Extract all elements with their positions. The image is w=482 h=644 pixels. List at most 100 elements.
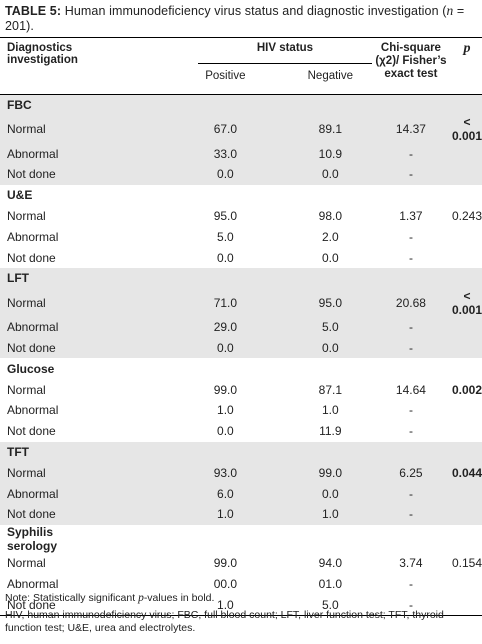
positive-value: 29.0 xyxy=(96,316,251,338)
table-row: Not done 0.0 0.0- xyxy=(0,164,482,185)
positive-value: 0.0 xyxy=(96,164,251,185)
chi-square-value: - xyxy=(369,504,452,525)
table-row: Abnormal 29.0 5.0- xyxy=(0,316,482,338)
caption-label: TABLE 5: xyxy=(5,4,62,18)
positive-value: 1.0 xyxy=(217,403,234,418)
row-label: Not done xyxy=(7,597,56,612)
chi-square-value: - xyxy=(369,337,452,359)
row-label: Normal xyxy=(7,382,46,397)
negative-value: 95.0 xyxy=(250,288,370,317)
section-header-row: TFT xyxy=(0,441,482,463)
empty-cell xyxy=(250,268,370,289)
p-value xyxy=(451,483,482,505)
negative-value: 01.0 xyxy=(318,577,342,592)
chi-square-value: - xyxy=(408,403,413,418)
positive-value: 33.0 xyxy=(96,143,251,165)
table-body: FBC Normal 67.0 89.1 14.37 < 0.001 Abnormal 33.… xyxy=(0,94,482,617)
note-text-b: -values in bold. xyxy=(143,592,215,604)
row-label: Abnormal xyxy=(0,483,97,505)
empty-cell xyxy=(96,185,251,206)
negative-value: 0.0 xyxy=(250,483,370,505)
note-significance: Note: Statistically significant p-values… xyxy=(5,592,479,606)
table-row: Abnormal 5.0 2.0 - xyxy=(0,226,482,247)
chi-square-value: - xyxy=(369,143,452,165)
chi-square-value: - xyxy=(408,597,413,612)
header-chi-square: Chi-square (χ2)/ Fisher’s exact test xyxy=(369,37,452,94)
chi-square-value: - xyxy=(369,483,452,505)
section-title: FBC xyxy=(0,94,97,116)
chi-square-value: - xyxy=(408,250,413,265)
section-title: Glucose xyxy=(7,361,55,376)
positive-value: 0.0 xyxy=(217,424,234,439)
section-title: U&E xyxy=(7,188,33,203)
empty-cell xyxy=(452,185,482,206)
p-value xyxy=(451,164,482,185)
section-header-row: U&E xyxy=(0,185,482,206)
table-caption: TABLE 5: Human immunodeficiency virus st… xyxy=(5,3,479,34)
chi-square-value: - xyxy=(408,424,413,439)
table-row: Not done 0.0 0.0- xyxy=(0,337,482,359)
table-row: Abnormal 00.0 01.0 - xyxy=(0,574,482,595)
p-value: 0.044 xyxy=(451,462,482,484)
negative-value: 94.0 xyxy=(318,556,342,571)
section-header-row: Syphilis serology xyxy=(0,525,482,553)
positive-value: 93.0 xyxy=(96,462,251,484)
row-label: Abnormal xyxy=(0,143,97,165)
positive-value: 1.0 xyxy=(217,597,234,612)
row-label: Not done xyxy=(7,424,56,439)
p-value: 0.002 xyxy=(451,382,482,397)
row-label: Abnormal xyxy=(0,316,97,338)
row-label: Abnormal xyxy=(7,229,59,244)
row-label: Normal xyxy=(0,288,97,317)
section-title: TFT xyxy=(0,441,97,463)
row-label: Normal xyxy=(0,115,97,144)
section-header-row: LFT xyxy=(0,268,482,289)
table-row: Normal 93.0 99.0 6.25 0.044 xyxy=(0,462,482,484)
table-row: Not done 1.0 5.0 - xyxy=(0,594,482,615)
p-value xyxy=(451,337,482,359)
negative-value: 0.0 xyxy=(250,337,370,359)
chi-square-value: - xyxy=(408,229,413,244)
table-notes: Note: Statistically significant p-values… xyxy=(5,592,479,636)
empty-cell xyxy=(370,358,452,379)
chi-square-value: 20.68 xyxy=(369,288,452,317)
positive-value: 5.0 xyxy=(217,229,234,244)
row-label: Normal xyxy=(7,556,46,571)
positive-value: 6.0 xyxy=(96,483,251,505)
row-label: Normal xyxy=(0,462,97,484)
empty-cell xyxy=(451,268,482,289)
empty-cell xyxy=(369,441,452,463)
section-header-row: Glucose xyxy=(0,358,482,379)
empty-cell xyxy=(96,268,251,289)
positive-value: 95.0 xyxy=(213,209,238,224)
p-value xyxy=(452,421,482,442)
row-label: Not done xyxy=(7,250,56,265)
empty-cell xyxy=(96,441,251,463)
p-value xyxy=(451,316,482,338)
positive-value: 0.0 xyxy=(217,250,234,265)
header-hiv-status: HIV status xyxy=(96,37,372,64)
positive-value: 71.0 xyxy=(96,288,251,317)
negative-value: 89.1 xyxy=(250,115,370,144)
results-table: Diagnostics investigation HIV status Chi… xyxy=(0,37,482,617)
empty-cell xyxy=(96,358,251,379)
note-abbreviations: HIV, human immunodeficiency virus; FBC, … xyxy=(5,608,444,635)
chi-square-value: 14.64 xyxy=(395,382,426,397)
chi-square-value: 3.74 xyxy=(399,556,423,571)
chi-square-value: - xyxy=(408,577,413,592)
p-value xyxy=(452,247,482,268)
negative-value: 87.1 xyxy=(318,382,342,397)
table-row: Normal 99.0 94.0 3.74 0.154 xyxy=(0,553,482,574)
section-header-row: FBC xyxy=(0,94,482,116)
empty-cell xyxy=(452,525,482,553)
header-negative: Negative xyxy=(307,70,354,82)
p-value: < 0.001 xyxy=(451,115,482,144)
negative-value: 0.0 xyxy=(321,250,339,265)
empty-cell xyxy=(451,441,482,463)
section-title: Syphilis serology xyxy=(7,524,58,553)
table-row: Normal 71.0 95.0 20.68 < 0.001 xyxy=(0,288,482,317)
header-p-text: p xyxy=(463,41,471,56)
negative-value: 98.0 xyxy=(318,209,342,224)
caption-n-rest: = 201). xyxy=(5,4,465,33)
